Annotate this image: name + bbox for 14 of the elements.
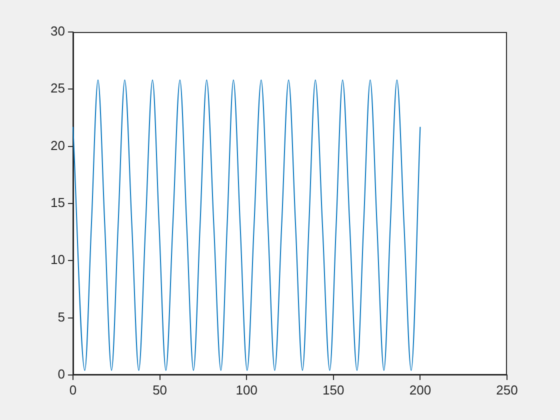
y-tick-label: 10 xyxy=(50,252,65,268)
y-tick-label: 0 xyxy=(58,366,65,382)
y-tick-label: 20 xyxy=(50,138,65,153)
x-tick-label: 100 xyxy=(236,382,258,398)
x-tick-label: 150 xyxy=(322,382,344,398)
y-tick-label: 25 xyxy=(50,80,65,96)
x-tick-label: 250 xyxy=(496,382,518,398)
line-series xyxy=(72,80,421,371)
y-tick-label: 30 xyxy=(50,24,65,39)
y-tick-label: 15 xyxy=(50,195,65,210)
x-tick-label: 50 xyxy=(152,382,168,398)
y-tick-label: 5 xyxy=(58,309,65,324)
x-tick-label: 0 xyxy=(69,382,77,398)
x-tick-label: 200 xyxy=(409,382,432,398)
